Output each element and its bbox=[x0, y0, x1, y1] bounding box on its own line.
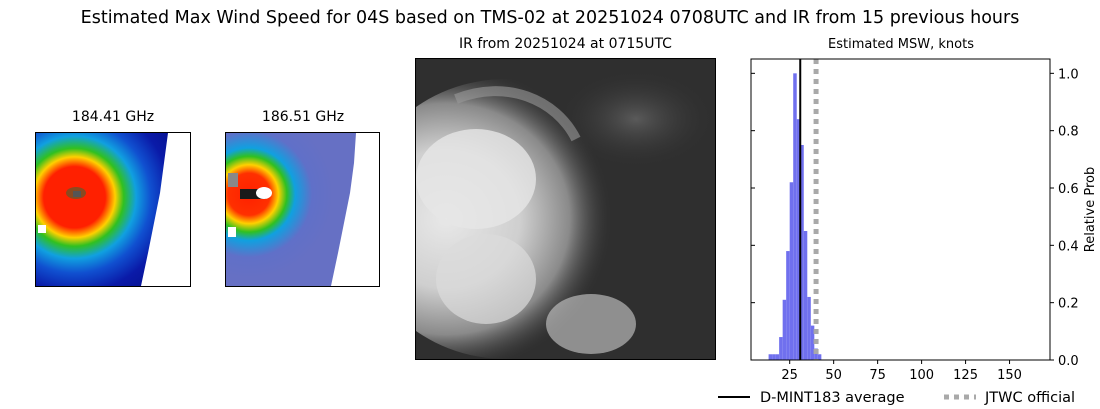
mw2-image-panel bbox=[225, 132, 380, 287]
mw2-image bbox=[226, 133, 379, 286]
histogram-bar-9 bbox=[800, 145, 804, 360]
mw1-image bbox=[36, 133, 190, 286]
mw1-image-panel bbox=[35, 132, 191, 287]
y-tick-label-1: 0.2 bbox=[1058, 297, 1079, 312]
ir-title: IR from 20251024 at 0715UTC bbox=[459, 36, 672, 52]
histogram-bar-13 bbox=[814, 348, 818, 360]
histogram-bar-5 bbox=[786, 251, 790, 360]
y-tick-label-0: 0.0 bbox=[1058, 354, 1079, 369]
histogram-bar-1 bbox=[772, 354, 776, 360]
legend-official-label: JTWC official bbox=[984, 390, 1075, 406]
x-tick-label-5: 150 bbox=[997, 368, 1022, 383]
histogram-bar-8 bbox=[796, 119, 801, 360]
histogram-bar-7 bbox=[793, 73, 797, 360]
histogram-bar-4 bbox=[782, 299, 787, 360]
mw1-title: 184.41 GHz bbox=[71, 109, 155, 125]
ir-image-panel bbox=[415, 58, 716, 360]
plot-frame bbox=[750, 58, 1051, 361]
figure-title: Estimated Max Wind Speed for 04S based o… bbox=[80, 8, 1020, 28]
histogram-bar-10 bbox=[803, 231, 808, 360]
histogram-bars bbox=[768, 73, 822, 360]
histogram-bar-12 bbox=[810, 325, 815, 360]
y-tick-label-3: 0.6 bbox=[1058, 182, 1079, 197]
y-axis-ticks: 0.0 0.2 0.4 0.6 0.8 1.0 bbox=[751, 67, 1079, 369]
histogram-bar-0 bbox=[768, 354, 773, 360]
histogram-bar-2 bbox=[775, 354, 780, 360]
histogram-bar-14 bbox=[817, 354, 822, 360]
x-tick-label-1: 50 bbox=[825, 368, 842, 383]
x-axis-ticks: 25 50 75 100 125 150 bbox=[781, 360, 1022, 383]
mw2-title: 186.51 GHz bbox=[261, 109, 345, 125]
x-tick-label-0: 25 bbox=[781, 368, 798, 383]
y-axis-label: Relative Prob bbox=[1083, 167, 1098, 252]
chart-title: Estimated MSW, knots bbox=[828, 37, 974, 52]
histogram-bar-3 bbox=[779, 337, 783, 360]
y-tick-label-5: 1.0 bbox=[1058, 67, 1079, 82]
histogram-bar-11 bbox=[807, 296, 811, 360]
x-tick-label-2: 75 bbox=[869, 368, 886, 383]
x-tick-label-4: 125 bbox=[953, 368, 978, 383]
ir-image bbox=[416, 59, 715, 359]
histogram-bar-6 bbox=[789, 182, 794, 360]
y-tick-label-4: 0.8 bbox=[1058, 125, 1079, 140]
legend: D-MINT183 average JTWC official bbox=[718, 390, 1075, 406]
legend-average-label: D-MINT183 average bbox=[760, 390, 905, 406]
x-tick-label-3: 100 bbox=[909, 368, 934, 383]
y-tick-label-2: 0.4 bbox=[1058, 239, 1079, 254]
